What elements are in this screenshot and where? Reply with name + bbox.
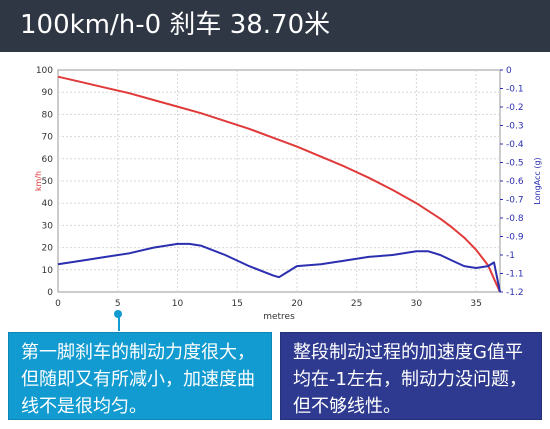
y-left-axis-title: km/h — [34, 171, 43, 191]
y-right-tick-label: -0.5 — [506, 159, 524, 169]
y-left-tick-label: 20 — [42, 244, 54, 254]
y-left-tick-label: 90 — [42, 88, 54, 98]
page-title: 100km/h-0 刹车 38.70米 — [20, 10, 331, 40]
x-axis-title: metres — [263, 312, 295, 322]
y-right-tick-label: -0.8 — [506, 214, 524, 224]
y-left-tick-label: 40 — [42, 199, 54, 209]
y-left-tick-label: 50 — [42, 177, 54, 187]
y-right-tick-label: 0 — [506, 66, 512, 76]
x-tick-label: 30 — [411, 299, 423, 309]
x-tick-label: 15 — [231, 299, 242, 309]
y-right-tick-label: -0.3 — [506, 122, 524, 132]
x-tick-label: 25 — [351, 299, 362, 309]
y-left-tick-label: 0 — [47, 288, 53, 298]
y-left-tick-label: 70 — [42, 133, 54, 143]
callout-left: 第一脚刹车的制动力度很大，但随即又有所减小，加速度曲线不是很均匀。 — [8, 332, 272, 420]
acceleration-series-line — [57, 242, 501, 293]
speed-series-line — [57, 75, 501, 293]
y-right-tick-label: -0.9 — [506, 233, 524, 243]
y-right-axis-title: LongAcc (g) — [533, 157, 542, 204]
chart-frame: 0 5 10 15 20 25 30 35 0 10 20 30 40 50 60 70 80 90 100 0 -0.… — [0, 52, 550, 324]
y-right-tick-label: -0.6 — [506, 177, 524, 187]
y-left-tick-label: 80 — [42, 110, 54, 120]
x-tick-label: 5 — [115, 299, 121, 309]
x-tick-label: 20 — [291, 299, 303, 309]
y-right-tick-label: -0.7 — [506, 196, 524, 206]
x-tick-label: 10 — [172, 299, 184, 309]
x-tick-label: 0 — [55, 299, 61, 309]
braking-chart: 0 5 10 15 20 25 30 35 0 10 20 30 40 50 60 70 80 90 100 0 -0.… — [0, 52, 550, 324]
y-left-tick-label: 30 — [42, 221, 54, 231]
y-right-tick-label: -0.2 — [506, 103, 524, 113]
y-right-tick-label: -0.1 — [506, 85, 524, 95]
annotation-pointer-dot — [114, 310, 122, 318]
y-left-tick-label: 10 — [42, 266, 54, 276]
y-right-tick-label: -1.2 — [506, 288, 524, 298]
y-left-tick-label: 60 — [42, 155, 54, 165]
y-left-tick-label: 100 — [36, 66, 53, 76]
y-right-tick-label: -0.4 — [506, 140, 524, 150]
x-tick-label: 35 — [470, 299, 481, 309]
y-right-tick-label: -1 — [506, 251, 515, 261]
header-bar: 100km/h-0 刹车 38.70米 — [0, 0, 550, 52]
callout-right: 整段制动过程的加速度G值平均在-1左右，制动力没问题，但不够线性。 — [280, 332, 542, 420]
annotation-pointer-line — [118, 313, 120, 331]
y-right-tick-label: -1.1 — [506, 270, 524, 280]
